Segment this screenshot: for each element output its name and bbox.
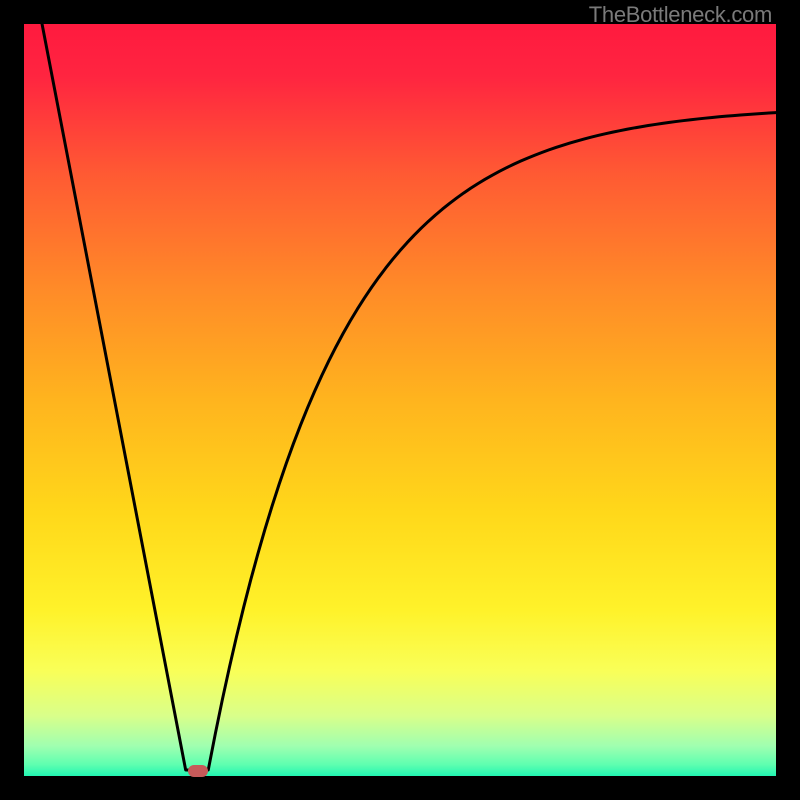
plot-area [24, 24, 776, 776]
optimal-marker [188, 765, 208, 777]
bottleneck-curve [24, 24, 776, 776]
watermark-text: TheBottleneck.com [589, 2, 772, 28]
chart-frame: TheBottleneck.com [0, 0, 800, 800]
